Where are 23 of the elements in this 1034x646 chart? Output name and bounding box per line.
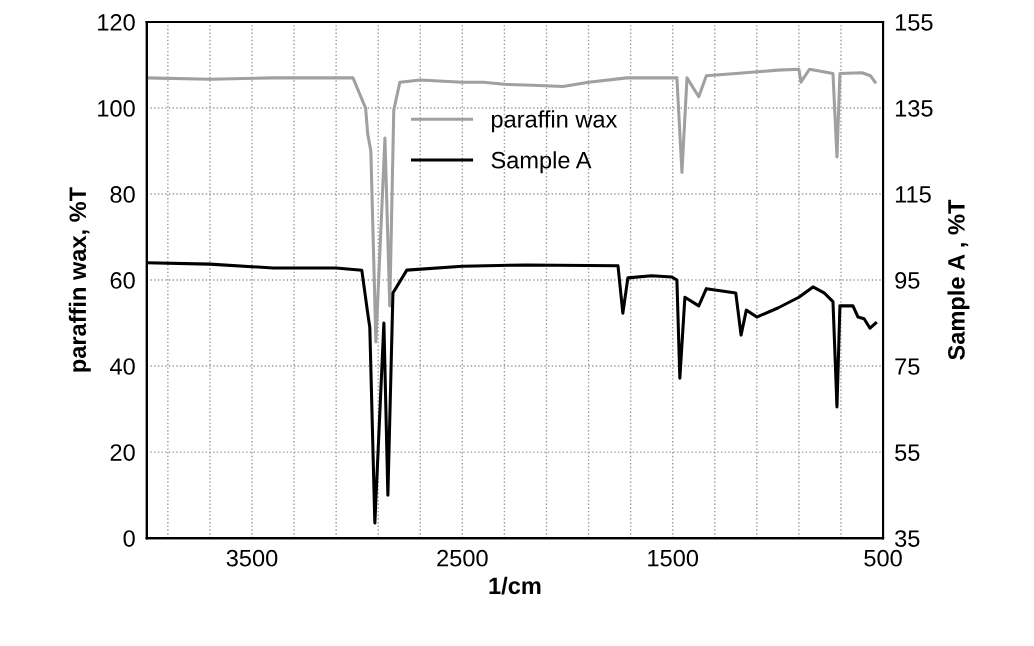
y-tick-label: 40 [110, 358, 135, 375]
y2-tick-label: 135 [895, 100, 933, 117]
legend-label: Sample A [491, 151, 592, 174]
x-axis-title: 1/cm [489, 576, 541, 595]
y-tick-label: 0 [123, 530, 135, 547]
y2-tick-label: 155 [895, 14, 933, 31]
x-tick-label: 2500 [437, 549, 488, 567]
y2-axis-title: Sample A , %T [947, 199, 970, 360]
y-tick-label: 60 [110, 272, 135, 289]
y-tick-label: 120 [98, 14, 135, 31]
y2-tick-label: 35 [895, 530, 920, 547]
x-tick-label: 500 [864, 549, 902, 567]
y2-tick-label: 75 [895, 358, 920, 375]
y2-tick-label: 115 [895, 186, 931, 203]
legend-label: paraffin wax [491, 110, 618, 133]
y-tick-label: 100 [98, 100, 135, 117]
x-tick-label: 1500 [648, 549, 699, 567]
x-tick-label: 3500 [226, 549, 278, 567]
y2-tick-label: 95 [895, 272, 920, 289]
y-tick-label: 20 [110, 444, 135, 461]
y-tick-label: 80 [110, 186, 135, 203]
y2-tick-label: 55 [895, 444, 920, 461]
y-axis-title: paraffin wax, %T [68, 187, 91, 372]
